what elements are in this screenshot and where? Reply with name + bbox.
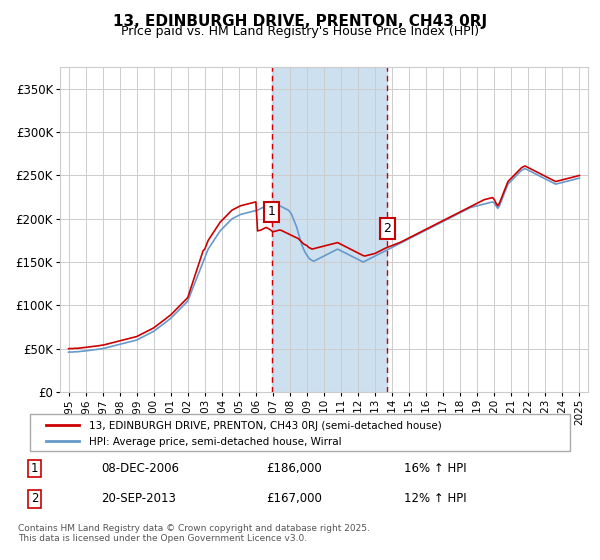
Text: 13, EDINBURGH DRIVE, PRENTON, CH43 0RJ (semi-detached house): 13, EDINBURGH DRIVE, PRENTON, CH43 0RJ (… [89,421,442,431]
Text: £186,000: £186,000 [266,462,322,475]
Text: 16% ↑ HPI: 16% ↑ HPI [404,462,467,475]
Text: Contains HM Land Registry data © Crown copyright and database right 2025.
This d: Contains HM Land Registry data © Crown c… [18,524,370,543]
Text: HPI: Average price, semi-detached house, Wirral: HPI: Average price, semi-detached house,… [89,437,342,447]
Text: 1: 1 [31,462,38,475]
Text: 2: 2 [383,222,391,235]
Text: 08-DEC-2006: 08-DEC-2006 [101,462,179,475]
FancyBboxPatch shape [30,414,570,451]
Text: £167,000: £167,000 [266,492,322,505]
Bar [272,67,388,392]
Text: 1: 1 [268,206,275,218]
Text: Price paid vs. HM Land Registry's House Price Index (HPI): Price paid vs. HM Land Registry's House … [121,25,479,38]
Text: 2: 2 [31,492,38,505]
Text: 20-SEP-2013: 20-SEP-2013 [101,492,176,505]
Text: 12% ↑ HPI: 12% ↑ HPI [404,492,467,505]
Text: 13, EDINBURGH DRIVE, PRENTON, CH43 0RJ: 13, EDINBURGH DRIVE, PRENTON, CH43 0RJ [113,14,487,29]
